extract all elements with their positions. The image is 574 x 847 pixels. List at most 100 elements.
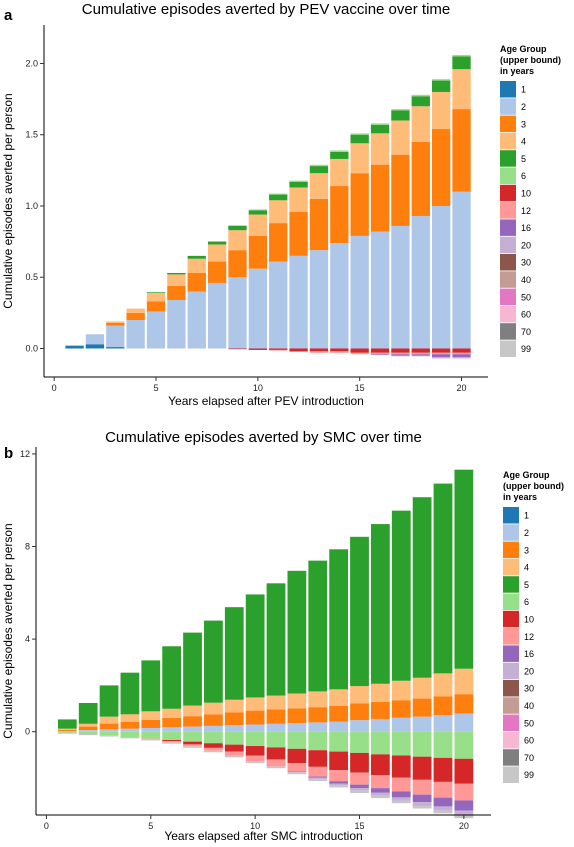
bar-segment-age-4-year-6 xyxy=(167,274,186,286)
bar-segment-age-12-year-12 xyxy=(287,763,307,772)
bar-segment-age-4-year-4 xyxy=(120,714,140,722)
bar-segment-age-10-year-16 xyxy=(370,348,390,353)
bar-segment-age-3-year-4 xyxy=(120,721,140,729)
bar-segment-age-12-year-16 xyxy=(370,352,390,355)
bar-segment-age-6-year-3 xyxy=(99,731,119,736)
bar-segment-age-5-year-9 xyxy=(228,225,247,231)
legend-label-age-20: 20 xyxy=(524,666,534,676)
bar-segment-age-4-year-18 xyxy=(412,677,432,699)
bar-segment-age-5-year-16 xyxy=(370,124,390,134)
bar-segment-age-2-year-2 xyxy=(85,334,105,345)
legend-swatch-age-2 xyxy=(503,524,519,541)
y-tick-label: 2.0 xyxy=(25,58,38,68)
bar-segment-age-4-year-16 xyxy=(370,133,390,165)
bar-segment-age-6-year-6 xyxy=(162,731,182,741)
bar-segment-age-5-year-6 xyxy=(162,646,182,709)
bar-segment-age-10-year-16 xyxy=(370,754,390,776)
bar-segment-age-3-year-19 xyxy=(433,696,453,716)
bar-segment-age-99-year-7 xyxy=(183,746,202,748)
chart-title: Cumulative episodes averted by PEV vacci… xyxy=(82,1,451,18)
bar-segment-age-20-year-16 xyxy=(370,792,390,796)
bar-segment-age-2-year-2 xyxy=(78,730,98,732)
bar-segment-age-6-year-15 xyxy=(350,133,369,135)
bar-segment-age-12-year-15 xyxy=(350,772,369,785)
bar-segment-age-16-year-14 xyxy=(329,781,349,784)
y-axis-label: Cumulative episodes averted per person xyxy=(1,93,15,308)
bars xyxy=(57,469,474,819)
y-tick-label: 0.0 xyxy=(25,343,38,353)
bar-segment-age-16-year-20 xyxy=(454,800,474,811)
bar-segment-age-6-year-18 xyxy=(412,731,432,757)
bar-segment-age-3-year-2 xyxy=(78,726,98,731)
bar-segment-age-99-year-18 xyxy=(412,805,432,809)
bar-segment-age-6-year-15 xyxy=(350,731,369,753)
bar-segment-age-1-year-2 xyxy=(85,344,105,349)
legend-label-age-6: 6 xyxy=(524,597,529,607)
bar-segment-age-12-year-16 xyxy=(370,775,390,789)
bar-segment-age-6-year-13 xyxy=(308,731,328,751)
bar-segment-age-4-year-3 xyxy=(106,321,125,323)
bar-segment-age-5-year-13 xyxy=(309,166,329,174)
legend-swatch-age-2 xyxy=(500,98,516,115)
legend-swatch-age-30 xyxy=(503,680,519,697)
bar-segment-age-6-year-17 xyxy=(391,731,411,756)
bar-segment-age-3-year-18 xyxy=(411,141,430,216)
bar-segment-age-10-year-7 xyxy=(183,741,202,745)
bar-segment-age-12-year-7 xyxy=(183,744,202,747)
bar-segment-age-12-year-19 xyxy=(431,352,451,355)
chart-title: Cumulative episodes averted by SMC over … xyxy=(105,429,422,446)
legend-swatch-age-40 xyxy=(500,271,516,288)
bar-segment-age-2-year-5 xyxy=(146,311,166,349)
bar-segment-age-2-year-15 xyxy=(350,720,369,732)
legend-swatch-age-20 xyxy=(500,236,516,254)
bar-segment-age-4-year-5 xyxy=(141,711,161,720)
bar-segment-age-5-year-15 xyxy=(350,536,369,687)
bar-segment-age-5-year-12 xyxy=(289,181,308,188)
bar-segment-age-4-year-14 xyxy=(330,158,349,187)
bar-segment-age-6-year-1 xyxy=(57,731,77,733)
y-tick-label: 0.5 xyxy=(25,272,38,282)
legend-swatch-age-10 xyxy=(500,184,516,202)
bar-segment-age-2-year-13 xyxy=(309,250,329,349)
bar-segment-age-99-year-9 xyxy=(224,755,244,758)
legend-label-age-99: 99 xyxy=(524,770,534,780)
bar-segment-age-3-year-15 xyxy=(350,703,369,721)
legend-swatch-age-6 xyxy=(500,167,516,184)
bar-segment-age-16-year-15 xyxy=(350,784,369,789)
bar-segment-age-20-year-14 xyxy=(329,783,349,786)
bar-segment-age-20-year-15 xyxy=(350,788,369,791)
bar-segment-age-6-year-20 xyxy=(454,731,474,759)
legend-swatch-age-60 xyxy=(500,305,516,323)
legend-swatch-age-1 xyxy=(503,507,519,524)
bar-segment-age-2-year-15 xyxy=(350,235,369,349)
bar-segment-age-3-year-14 xyxy=(329,705,349,722)
bar-segment-age-3-year-15 xyxy=(350,173,369,236)
legend-label-age-16: 16 xyxy=(521,223,531,233)
bar-segment-age-10-year-15 xyxy=(350,752,369,773)
bar-segment-age-6-year-9 xyxy=(228,225,247,226)
bar-segment-age-2-year-18 xyxy=(411,215,430,349)
bar-segment-age-6-year-14 xyxy=(329,731,349,752)
bar-segment-age-20-year-19 xyxy=(433,806,453,811)
bar-segment-age-5-year-5 xyxy=(141,660,161,712)
bar-segment-age-6-year-17 xyxy=(391,109,410,111)
bar-segment-age-5-year-10 xyxy=(248,210,268,215)
bar-segment-age-10-year-15 xyxy=(350,348,369,353)
bar-segment-age-2-year-12 xyxy=(287,723,307,732)
legend-label-age-40: 40 xyxy=(524,701,534,711)
bar-segment-age-6-year-18 xyxy=(411,94,430,97)
bar-segment-age-3-year-11 xyxy=(266,709,286,724)
legend-label-age-10: 10 xyxy=(521,188,531,198)
legend-swatch-age-3 xyxy=(500,115,516,133)
bar-segment-age-4-year-17 xyxy=(391,680,411,701)
legend-label-age-5: 5 xyxy=(524,580,529,590)
bar-segment-age-5-year-8 xyxy=(204,620,223,703)
bar-segment-age-6-year-16 xyxy=(370,123,390,125)
legend-label-age-1: 1 xyxy=(521,85,526,95)
bar-segment-age-6-year-9 xyxy=(224,731,244,745)
bar-segment-age-5-year-2 xyxy=(78,702,98,724)
bar-segment-age-3-year-20 xyxy=(452,109,471,192)
bar-segment-age-12-year-12 xyxy=(289,351,308,353)
bar-segment-age-16-year-20 xyxy=(452,354,471,358)
bar-segment-age-4-year-9 xyxy=(224,699,244,713)
